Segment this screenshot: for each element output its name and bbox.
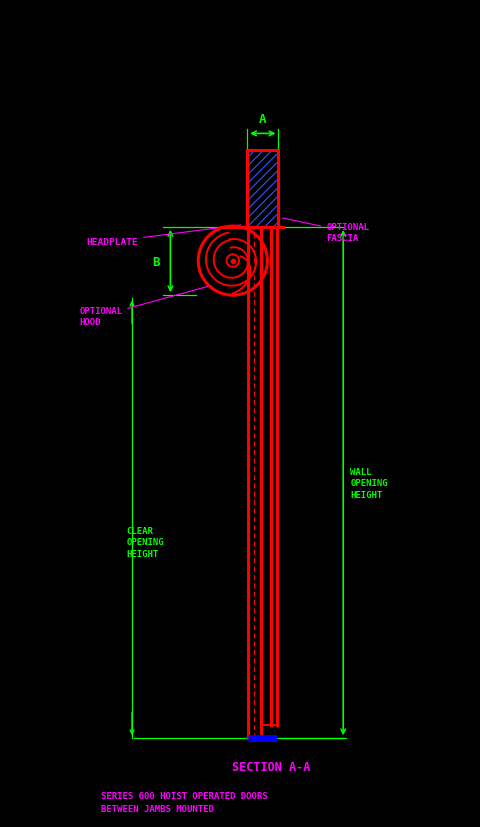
Text: A: A xyxy=(259,112,266,126)
Text: SERIES 600 HOIST OPERATED DOORS
BETWEEN JAMBS MOUNTED: SERIES 600 HOIST OPERATED DOORS BETWEEN … xyxy=(101,791,267,813)
Text: WALL
OPENING
HEIGHT: WALL OPENING HEIGHT xyxy=(350,467,388,499)
Text: B: B xyxy=(152,256,160,268)
Text: SECTION A-A: SECTION A-A xyxy=(232,761,311,773)
Text: OPTIONAL
FASCIA: OPTIONAL FASCIA xyxy=(283,218,370,242)
Text: HEADPLATE: HEADPLATE xyxy=(86,226,240,246)
Text: CLEAR
OPENING
HEIGHT: CLEAR OPENING HEIGHT xyxy=(126,526,164,558)
Text: OPTIONAL
HOOD: OPTIONAL HOOD xyxy=(79,286,211,327)
